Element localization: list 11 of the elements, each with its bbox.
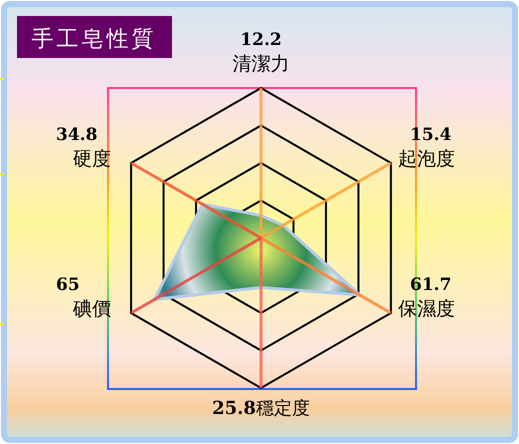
chart-title: 手工皂性質 bbox=[32, 27, 156, 52]
spoke-label: 清潔力 bbox=[232, 53, 290, 75]
text: 65 bbox=[56, 275, 80, 295]
text: 34.8 bbox=[56, 125, 98, 145]
spoke-label: 穩定度 bbox=[256, 398, 310, 419]
text: 25.8 bbox=[212, 398, 256, 419]
text: 12.2 bbox=[240, 30, 282, 50]
text: 15.4 bbox=[410, 125, 452, 145]
spoke-label: 起泡度 bbox=[398, 148, 455, 170]
spoke-label: 硬度 bbox=[73, 148, 111, 170]
text: 61.7 bbox=[410, 275, 452, 295]
